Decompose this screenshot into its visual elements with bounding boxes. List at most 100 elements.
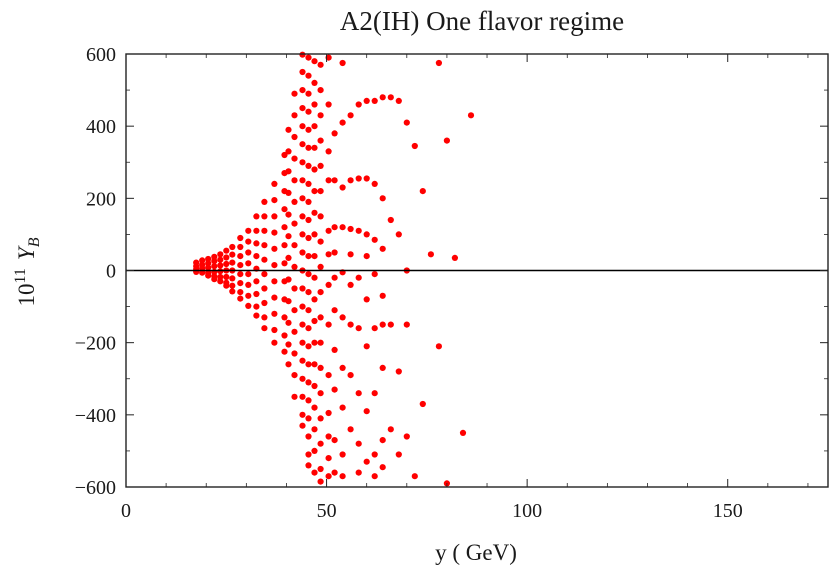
data-point bbox=[311, 469, 318, 476]
data-point bbox=[281, 242, 288, 249]
data-point bbox=[355, 390, 362, 397]
data-point bbox=[237, 271, 244, 278]
data-point bbox=[331, 469, 338, 476]
data-point bbox=[371, 451, 378, 458]
y-tick-label: −600 bbox=[75, 477, 116, 499]
data-point bbox=[271, 245, 278, 252]
data-point bbox=[339, 59, 346, 67]
data-point bbox=[363, 97, 370, 104]
data-point bbox=[325, 409, 332, 417]
data-point bbox=[285, 361, 292, 368]
data-point bbox=[211, 258, 218, 265]
data-point bbox=[395, 97, 402, 104]
x-tick-label: 0 bbox=[121, 500, 131, 522]
data-point bbox=[325, 473, 332, 480]
data-point bbox=[285, 211, 292, 218]
data-point bbox=[305, 162, 312, 169]
data-point bbox=[237, 295, 244, 302]
data-point bbox=[291, 177, 298, 184]
data-point bbox=[311, 296, 318, 303]
data-point bbox=[261, 314, 268, 321]
y-axis-label-variable: Y bbox=[14, 245, 39, 260]
data-point bbox=[223, 247, 230, 254]
data-point bbox=[245, 238, 252, 245]
y-axis-label-prefix: 10 bbox=[14, 283, 39, 306]
y-tick-label: 200 bbox=[86, 188, 116, 210]
data-point bbox=[285, 233, 292, 240]
data-point bbox=[339, 314, 346, 321]
data-point bbox=[305, 451, 312, 458]
data-point bbox=[299, 123, 306, 130]
data-point bbox=[261, 285, 268, 292]
data-point bbox=[299, 411, 306, 418]
y-tick-label: −400 bbox=[75, 405, 116, 427]
data-point bbox=[311, 339, 318, 346]
y-tick-label: 0 bbox=[106, 261, 116, 283]
data-point bbox=[271, 339, 278, 346]
data-point bbox=[305, 216, 312, 224]
data-point bbox=[311, 317, 318, 325]
data-point bbox=[211, 276, 218, 283]
data-point bbox=[271, 180, 278, 187]
data-point bbox=[291, 155, 298, 162]
data-point bbox=[355, 469, 362, 476]
data-point bbox=[261, 198, 268, 205]
data-point bbox=[253, 213, 260, 220]
data-point bbox=[217, 256, 224, 263]
data-point bbox=[355, 274, 362, 281]
data-point bbox=[261, 242, 268, 249]
data-point bbox=[347, 372, 354, 379]
data-point bbox=[281, 314, 288, 321]
data-point bbox=[291, 263, 298, 270]
data-point bbox=[325, 321, 332, 328]
data-point bbox=[317, 188, 324, 195]
data-point bbox=[371, 271, 378, 278]
data-point bbox=[379, 321, 386, 328]
data-point bbox=[245, 227, 252, 234]
data-point bbox=[217, 273, 224, 281]
data-point bbox=[325, 227, 332, 234]
data-point bbox=[317, 238, 324, 245]
data-point bbox=[223, 260, 230, 268]
data-point bbox=[271, 310, 278, 317]
data-point bbox=[245, 302, 252, 309]
data-point bbox=[317, 314, 324, 321]
data-point bbox=[331, 249, 338, 256]
data-point bbox=[355, 440, 362, 447]
data-point bbox=[305, 379, 312, 386]
data-point bbox=[305, 72, 312, 79]
y-tick-label: 400 bbox=[86, 116, 116, 138]
data-point bbox=[305, 433, 312, 440]
data-point bbox=[311, 209, 318, 216]
data-point bbox=[281, 260, 288, 267]
data-point bbox=[371, 325, 378, 332]
data-point bbox=[237, 280, 244, 287]
data-point bbox=[371, 473, 378, 480]
data-point bbox=[271, 294, 278, 301]
data-point bbox=[253, 278, 260, 285]
data-point bbox=[305, 397, 312, 404]
data-point bbox=[291, 242, 298, 249]
data-point bbox=[299, 195, 306, 202]
data-point bbox=[261, 213, 268, 220]
data-point bbox=[205, 272, 212, 279]
data-point bbox=[325, 251, 332, 258]
data-point bbox=[291, 328, 298, 335]
data-point bbox=[419, 188, 426, 195]
data-point bbox=[347, 426, 354, 433]
data-point bbox=[245, 281, 252, 288]
data-point bbox=[347, 177, 354, 184]
y-tick-label: −200 bbox=[75, 333, 116, 355]
data-point bbox=[419, 400, 426, 408]
data-point bbox=[299, 159, 306, 166]
data-point bbox=[331, 224, 338, 231]
data-point bbox=[291, 350, 298, 357]
data-point bbox=[217, 278, 224, 285]
data-point bbox=[451, 254, 458, 261]
data-point bbox=[395, 368, 402, 375]
data-point bbox=[271, 278, 278, 285]
data-point bbox=[299, 393, 306, 400]
data-point bbox=[271, 326, 278, 334]
data-point bbox=[305, 343, 312, 350]
data-point bbox=[299, 177, 306, 184]
